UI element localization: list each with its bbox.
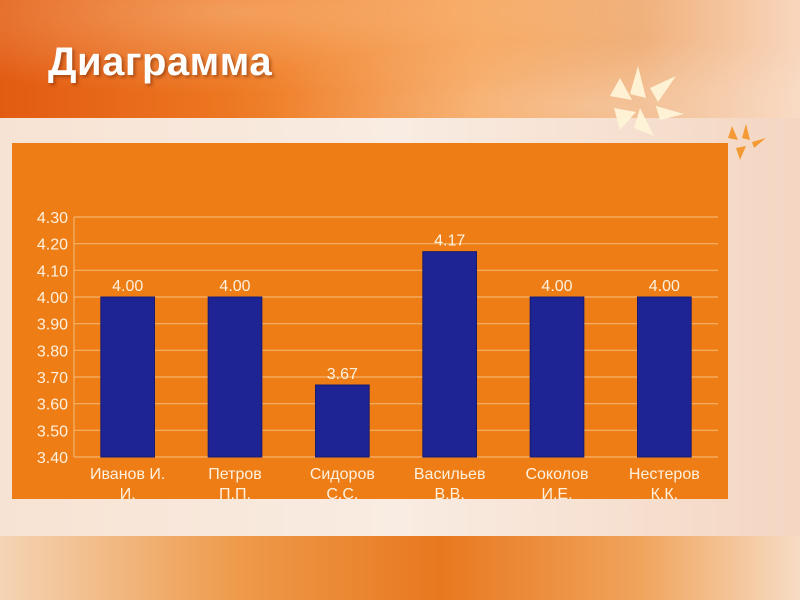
x-tick-label: И. (120, 486, 136, 499)
y-tick-label: 4.30 (37, 210, 68, 227)
data-label: 4.17 (434, 233, 465, 250)
data-label: 4.00 (649, 278, 680, 295)
x-tick-label: И.Е. (541, 486, 572, 499)
bar (422, 251, 478, 458)
y-tick-label: 4.20 (37, 237, 68, 254)
y-tick-label: 3.90 (37, 317, 68, 334)
x-tick-label: Соколов (525, 466, 588, 483)
y-tick-label: 3.40 (37, 450, 68, 467)
bar (100, 296, 156, 458)
x-tick-label: Васильев (414, 466, 486, 483)
data-label: 4.00 (541, 278, 572, 295)
slide-footer-background (0, 536, 800, 600)
x-tick-label: Петров (208, 466, 262, 483)
y-tick-label: 3.80 (37, 343, 68, 360)
data-label: 4.00 (219, 278, 250, 295)
bar (207, 296, 263, 458)
data-label: 3.67 (327, 366, 358, 383)
y-tick-label: 3.50 (37, 423, 68, 440)
sparkle-decoration-icon (610, 66, 684, 136)
bar (315, 384, 370, 458)
bar (529, 296, 585, 458)
x-tick-label: Сидоров (310, 466, 375, 483)
y-tick-label: 3.70 (37, 370, 68, 387)
bar (637, 296, 692, 458)
x-tick-label: Иванов И. (90, 466, 165, 483)
x-tick-label: К.К. (651, 486, 679, 499)
bar-chart: 3.40 3.50 3.60 3.70 3.80 3.90 4.00 4.10 4.20 4.30… (12, 143, 728, 499)
x-tick-label: П.П. (219, 486, 251, 499)
y-tick-label: 4.10 (37, 263, 68, 280)
x-tick-label: В.В. (435, 486, 465, 499)
data-label: 4.00 (112, 278, 143, 295)
x-tick-label: С.С. (326, 486, 358, 499)
slide-header-background (0, 0, 800, 118)
y-tick-label: 4.00 (37, 290, 68, 307)
x-tick-label: Нестеров (629, 466, 700, 483)
slide-title: Диаграмма (48, 40, 273, 84)
sparkle-small-decoration-icon (728, 124, 766, 160)
bar-chart-svg: 3.40 3.50 3.60 3.70 3.80 3.90 4.00 4.10 4.20 4.30… (37, 210, 718, 499)
y-tick-label: 3.60 (37, 397, 68, 414)
